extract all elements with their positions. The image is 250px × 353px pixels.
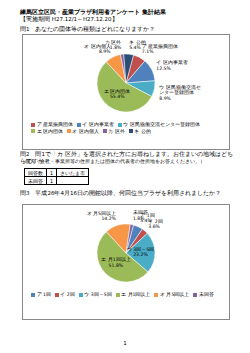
label-value: 7.1% (142, 49, 184, 54)
table-wrap: 回答数1さいたま市未回答1 (24, 168, 89, 185)
label-category: オ 月5回以上 (74, 211, 116, 216)
legend-swatch (31, 129, 35, 133)
legend-item: イ 区内事業者 (77, 122, 114, 128)
data-label: 未回答1.8% (133, 210, 175, 221)
pie-slice (106, 55, 126, 83)
subtitle: 【実施期間 H27.12/1～H27.12.20】 (20, 16, 235, 23)
legend-item: エ 区内団体 (31, 129, 63, 135)
chart-box: ア 1回5.4%イ 2回3.6%ウ 3回～5回23.2%エ 月1回以上51.8%… (22, 204, 230, 320)
legend-item: オ 月5回以上 (154, 292, 189, 298)
label-category: 未回答 (133, 210, 175, 215)
legend-text: ア 1回 (37, 292, 51, 298)
question: 問1 あなたの団体等の種類はどれになりますか？ (20, 26, 235, 33)
label-category: カ 区外 (79, 40, 121, 45)
legend-swatch (31, 123, 35, 127)
legend-swatch (193, 293, 197, 297)
legend-text: イ 2回 (60, 292, 74, 298)
note: （個人・会社・事業所等の住所または団体の代表者の住所地をお答えください。） (20, 158, 235, 164)
label-value: 23.2% (125, 252, 155, 257)
table-cell: 1 (47, 177, 57, 185)
legend-text: オ 月5回以上 (160, 292, 189, 298)
legend-item: カ 区外 (103, 129, 125, 135)
legend-text: ア 産業振興団体 (37, 122, 73, 128)
title: 練馬区立区民・産業プラザ利用者アンケート 集計結果 (20, 8, 235, 17)
label-category: イ 区内事業者 (156, 60, 198, 65)
label-value: 5.4% (129, 45, 171, 50)
label-category: キ 公的 (129, 40, 171, 45)
page-number: 1 (0, 340, 250, 346)
legend-text: カ 区外 (108, 129, 124, 135)
legend-swatch (154, 293, 158, 297)
data-label: イ 区内事業者12.5% (156, 60, 198, 71)
data-label: ア 産業振興団体7.1% (142, 44, 184, 55)
legend-text: エ 区内団体 (37, 129, 63, 135)
legend-item: キ 公的 (129, 129, 151, 135)
table-cell: さいたま市 (57, 169, 89, 177)
legend-swatch (31, 293, 35, 297)
legend-text: 未回答 (199, 292, 214, 298)
label-value: 14.2% (74, 216, 116, 221)
label-category: イ 2回 (148, 219, 190, 224)
legend-text: イ 区内事業者 (82, 122, 113, 128)
data-label: カ 区外1.8% (79, 40, 121, 51)
label-category: エ 月1回以上 (101, 257, 131, 262)
label-category: ウ 区民協働交流センター登録団体 (159, 85, 201, 96)
table-cell: 未回答 (25, 177, 47, 185)
data-label: エ 区内団体55.4% (102, 89, 132, 100)
data-label: オ 月5回以上14.2% (74, 211, 116, 222)
data-label: オ 区内個人8.9% (69, 44, 111, 55)
label-category: ウ 3回～5回 (125, 247, 155, 252)
legend-swatch (103, 129, 107, 133)
table-cell: 1 (47, 169, 57, 177)
label-value: 51.8% (101, 263, 131, 268)
label-value: 1.8% (79, 45, 121, 50)
legend: ア 1回 イ 2回 ウ 3回～5回 エ 月1回以上 オ 月5回以上 未回答 (31, 292, 225, 299)
label-value: 55.4% (102, 94, 132, 99)
legend-item: エ 月1回以上 (116, 292, 151, 298)
legend-text: オ 区内個人 (72, 129, 98, 135)
legend-item: ウ 3回～5回 (79, 292, 112, 298)
table-cell (57, 177, 89, 185)
legend-swatch (77, 123, 81, 127)
legend-item: オ 区内個人 (67, 129, 99, 135)
legend-swatch (118, 123, 122, 127)
legend-swatch (55, 293, 59, 297)
table-row: 未回答1 (25, 177, 89, 185)
legend-text: ウ 3回～5回 (84, 292, 111, 298)
label-category: エ 区内団体 (102, 89, 132, 94)
legend-swatch (79, 293, 83, 297)
legend-item: ア 産業振興団体 (31, 122, 73, 128)
table-cell: 回答数 (25, 169, 47, 177)
legend-text: エ 月1回以上 (121, 292, 150, 298)
label-value: 1.8% (133, 216, 175, 221)
question: 問3 平成26年4月16日の開館以降、何回位当プラザを利用されましたか？ (20, 190, 235, 197)
chart-box: ア 産業振興団体7.1%イ 区内事業者12.5%ウ 区民協働交流センター登録団体… (22, 34, 230, 150)
data-label: ウ 3回～5回23.2% (125, 247, 155, 258)
legend-item: 未回答 (193, 292, 214, 298)
legend-swatch (67, 129, 71, 133)
legend-item: ウ 区民協働交流センター登録団体 (118, 122, 200, 128)
legend-text: キ 公的 (134, 129, 150, 135)
data-label: キ 公的5.4% (129, 40, 171, 51)
legend-swatch (116, 293, 120, 297)
label-category: ア 産業振興団体 (142, 44, 184, 49)
legend-swatch (129, 129, 133, 133)
label-value: 8.9% (159, 96, 201, 101)
table-row: 回答数1さいたま市 (25, 169, 89, 177)
data-label: エ 月1回以上51.8% (101, 257, 131, 268)
legend-item: ア 1回 (31, 292, 51, 298)
label-value: 8.9% (69, 49, 111, 54)
table: 回答数1さいたま市未回答1 (24, 168, 89, 185)
legend: ア 産業振興団体 イ 区内事業者 ウ 区民協働交流センター登録団体エ 区内団体 オ 区… (31, 122, 225, 135)
label-value: 3.6% (148, 224, 190, 229)
data-label: ウ 区民協働交流センター登録団体8.9% (159, 85, 201, 101)
data-label: イ 2回3.6% (148, 219, 190, 230)
label-category: オ 区内個人 (69, 44, 111, 49)
pie-slice (124, 54, 134, 83)
legend-text: ウ 区民協働交流センター登録団体 (123, 122, 199, 128)
label-value: 12.5% (156, 66, 198, 71)
legend-item: イ 2回 (55, 292, 75, 298)
